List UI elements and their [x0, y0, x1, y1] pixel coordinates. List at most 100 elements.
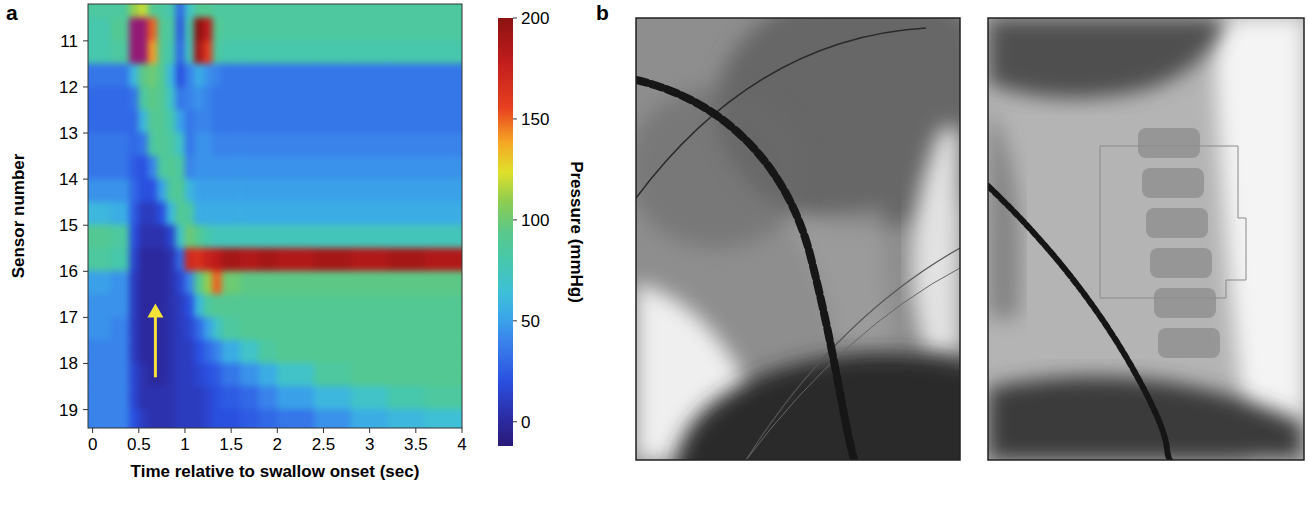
x-tick-label: 0.5: [127, 435, 151, 454]
image-frame: [988, 18, 1304, 460]
cell: [425, 64, 462, 88]
cell: [425, 133, 462, 157]
cell: [175, 133, 185, 157]
cell: [259, 409, 278, 428]
cell: [222, 294, 241, 318]
cell: [88, 41, 111, 65]
cell: [148, 156, 158, 180]
cell: [138, 156, 148, 180]
cell: [111, 340, 130, 364]
cell: [222, 409, 241, 428]
cell: [138, 294, 148, 318]
cell: [88, 18, 111, 42]
cell: [148, 133, 158, 157]
vertebra: [1154, 288, 1216, 318]
cell: [425, 317, 462, 341]
cell: [175, 271, 185, 295]
cell: [212, 386, 222, 410]
y-tick-label: 16: [59, 262, 78, 281]
cell: [185, 133, 195, 157]
cell: [222, 271, 241, 295]
cell: [138, 340, 148, 364]
wire: [636, 28, 926, 198]
cell: [157, 248, 167, 272]
cell: [351, 133, 389, 157]
cell: [388, 110, 426, 134]
cell: [212, 87, 222, 111]
cell: [277, 225, 315, 249]
cell: [314, 202, 352, 226]
cell: [138, 87, 148, 111]
cell: [111, 64, 130, 88]
x-tick-label: 1: [180, 435, 189, 454]
cell: [203, 271, 213, 295]
cell: [185, 294, 195, 318]
arrow-shaft: [154, 316, 157, 378]
y-tick-label: 12: [59, 78, 78, 97]
cell: [259, 179, 278, 203]
cell: [194, 409, 204, 428]
cell: [203, 202, 213, 226]
cell: [314, 64, 352, 88]
cell: [240, 294, 259, 318]
colorbar-tick-label: 200: [521, 9, 549, 28]
cell: [194, 133, 204, 157]
cell: [185, 363, 195, 387]
cell: [129, 156, 139, 180]
cell: [138, 409, 148, 428]
cell: [175, 294, 185, 318]
colorbar-tick: [513, 421, 517, 422]
cell: [129, 317, 139, 341]
cell: [351, 179, 389, 203]
cell: [240, 18, 259, 42]
cell: [166, 18, 176, 42]
cell: [175, 41, 185, 65]
cell: [314, 363, 352, 387]
cell: [148, 271, 158, 295]
arrow-head: [147, 304, 163, 318]
cell: [240, 110, 259, 134]
cell: [185, 110, 195, 134]
cell: [148, 41, 158, 65]
cell: [203, 248, 213, 272]
cell: [138, 317, 148, 341]
cell: [185, 4, 195, 18]
cell: [259, 18, 278, 42]
cell: [88, 294, 111, 318]
shoulder: [676, 353, 960, 460]
cell: [88, 156, 111, 180]
cell: [203, 133, 213, 157]
cell: [240, 179, 259, 203]
cell: [240, 317, 259, 341]
x-tick: [323, 428, 324, 433]
cell: [425, 4, 462, 18]
cell: [351, 386, 389, 410]
cell: [240, 271, 259, 295]
colorbar-tick: [513, 18, 517, 19]
cell: [222, 317, 241, 341]
y-tick-label: 18: [59, 354, 78, 373]
cell: [212, 202, 222, 226]
cell: [277, 363, 315, 387]
cell: [111, 248, 130, 272]
cell: [277, 156, 315, 180]
cell: [88, 87, 111, 111]
cell: [351, 248, 389, 272]
y-tick: [83, 363, 88, 364]
cell: [203, 294, 213, 318]
cell: [138, 41, 148, 65]
cell: [259, 4, 278, 18]
cell: [194, 4, 204, 18]
cell: [111, 133, 130, 157]
cell: [88, 317, 111, 341]
cell: [277, 64, 315, 88]
cell: [314, 340, 352, 364]
cell: [425, 409, 462, 428]
catheter-core: [988, 186, 1170, 460]
x-axis-title: Time relative to swallow onset (sec): [131, 462, 420, 481]
cell: [212, 317, 222, 341]
cell: [185, 41, 195, 65]
cell: [166, 4, 176, 18]
cell: [212, 271, 222, 295]
plot-frame: [88, 4, 462, 428]
